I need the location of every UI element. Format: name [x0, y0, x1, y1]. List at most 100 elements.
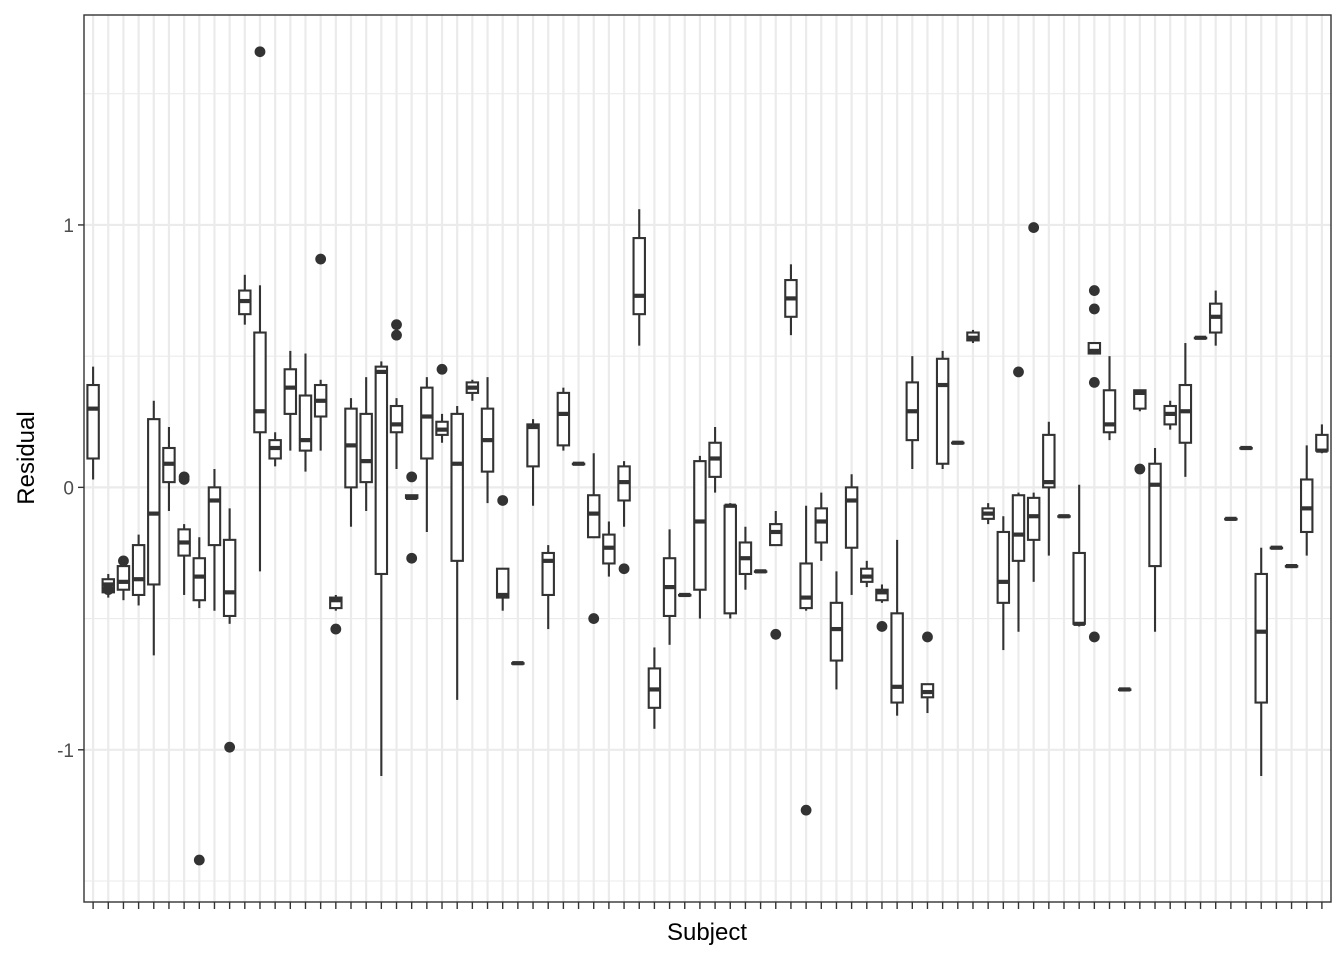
- box-iqr: [935, 357, 950, 465]
- box-iqr: [1042, 433, 1056, 489]
- box-subject-16: [313, 253, 328, 451]
- box-subject-8: [192, 537, 207, 866]
- box-subject-67: [1087, 285, 1102, 643]
- box-subject-39: [662, 529, 677, 645]
- box-subject-32: [556, 387, 571, 451]
- box-iqr: [192, 557, 207, 602]
- box-subject-4: [131, 534, 146, 606]
- box-iqr: [829, 601, 844, 662]
- box-subject-60: [981, 503, 995, 525]
- box-subject-13: [268, 432, 282, 467]
- box-subject-29: [511, 661, 525, 666]
- box-subject-23: [420, 377, 434, 532]
- box-iqr: [1299, 478, 1314, 534]
- outlier-point: [1088, 631, 1100, 643]
- box-subject-80: [1284, 563, 1299, 569]
- y-tick-label: 1: [63, 216, 74, 237]
- box-subject-7: [177, 471, 191, 595]
- box-iqr: [283, 368, 298, 415]
- box-subject-37: [632, 209, 646, 346]
- box-subject-10: [222, 508, 237, 753]
- box-subject-72: [1163, 400, 1177, 430]
- box-iqr: [799, 562, 813, 610]
- outlier-point: [330, 623, 342, 635]
- box-subject-64: [1042, 421, 1056, 556]
- box-subject-6: [162, 427, 176, 511]
- box-subject-58: [951, 440, 965, 445]
- box-subject-82: [1315, 424, 1329, 454]
- box-iqr: [131, 544, 146, 597]
- box-iqr: [586, 494, 601, 539]
- box-subject-31: [541, 545, 555, 630]
- box-subject-40: [678, 592, 692, 598]
- box-iqr: [1254, 572, 1268, 704]
- box-subject-22: [404, 471, 419, 564]
- y-axis-title: Residual: [13, 411, 40, 504]
- box-subject-35: [602, 521, 616, 577]
- box-subject-27: [480, 377, 495, 504]
- box-subject-79: [1269, 545, 1284, 550]
- box-subject-15: [298, 353, 313, 472]
- box-subject-28: [495, 495, 510, 611]
- outlier-point: [1088, 285, 1100, 296]
- box-iqr: [996, 530, 1011, 604]
- boxplot-series: [86, 46, 1329, 866]
- outlier-point: [406, 552, 418, 564]
- box-subject-71: [1148, 448, 1162, 632]
- box-subject-47: [784, 264, 798, 336]
- outlier-point: [224, 741, 236, 753]
- box-iqr: [1315, 433, 1329, 452]
- y-tick-label: 0: [63, 478, 74, 499]
- outlier-point: [178, 471, 190, 483]
- box-subject-42: [708, 427, 722, 493]
- box-subject-26: [465, 379, 480, 401]
- box-iqr: [298, 394, 313, 452]
- outlier-point: [193, 854, 205, 866]
- box-iqr: [253, 331, 267, 434]
- box-iqr: [450, 412, 464, 562]
- box-subject-25: [450, 406, 464, 700]
- box-iqr: [1133, 389, 1147, 410]
- box-iqr: [86, 383, 100, 460]
- outlier-point: [436, 363, 448, 375]
- outlier-point: [1088, 376, 1100, 388]
- box-subject-62: [1011, 366, 1026, 632]
- box-subject-17: [329, 594, 343, 635]
- x-axis-title: Subject: [667, 919, 747, 946]
- outlier-point: [618, 563, 630, 575]
- box-subject-41: [693, 455, 707, 619]
- box-subject-68: [1102, 356, 1117, 441]
- box-subject-70: [1133, 389, 1147, 475]
- box-iqr: [359, 412, 373, 484]
- outlier-point: [1028, 222, 1040, 233]
- box-subject-18: [344, 398, 358, 527]
- box-iqr: [374, 365, 389, 576]
- box-subject-55: [905, 356, 920, 469]
- x-axis: [92, 902, 1323, 909]
- box-subject-69: [1117, 687, 1132, 692]
- box-subject-61: [996, 516, 1011, 651]
- box-subject-53: [875, 584, 889, 632]
- box-subject-24: [435, 363, 449, 443]
- box-iqr: [1148, 462, 1162, 568]
- box-subject-44: [738, 526, 753, 590]
- outlier-point: [1134, 463, 1146, 475]
- box-subject-2: [101, 573, 116, 598]
- box-subject-78: [1254, 547, 1268, 777]
- box-subject-19: [359, 377, 373, 511]
- box-iqr: [769, 523, 783, 547]
- box-iqr: [329, 596, 343, 610]
- outlier-point: [876, 621, 888, 632]
- box-iqr: [526, 423, 540, 468]
- box-subject-20: [374, 361, 389, 777]
- box-subject-9: [207, 468, 222, 611]
- box-subject-14: [283, 350, 298, 451]
- box-iqr: [495, 567, 510, 599]
- outlier-point: [588, 613, 600, 624]
- box-iqr: [1087, 341, 1102, 355]
- outlier-point: [1013, 366, 1024, 378]
- box-subject-21: [389, 319, 404, 469]
- box-subject-45: [753, 569, 768, 574]
- outlier-point: [770, 628, 782, 640]
